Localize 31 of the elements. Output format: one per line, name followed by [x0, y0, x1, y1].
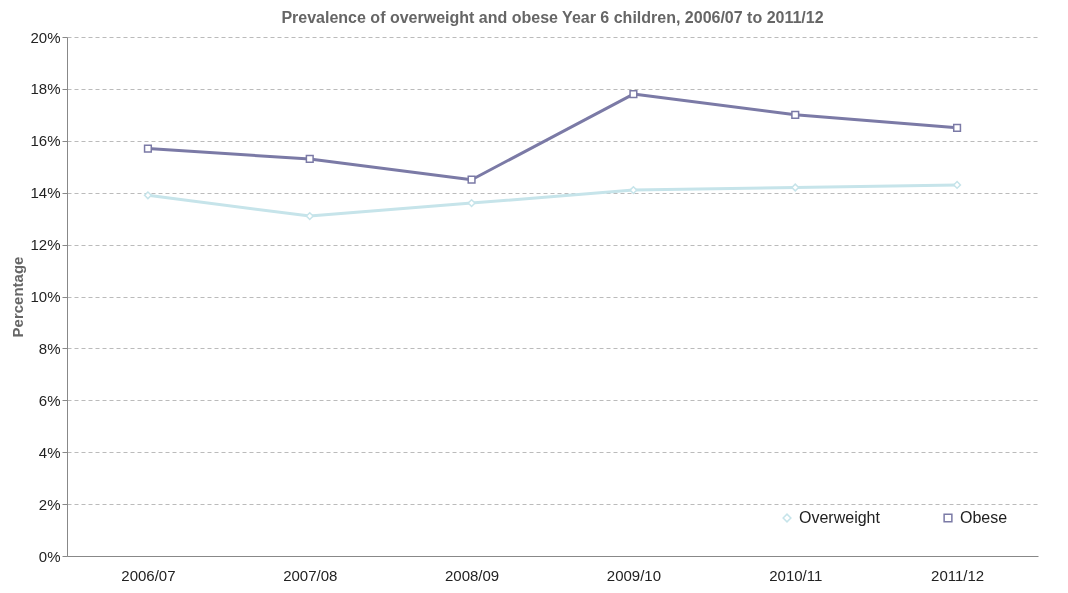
x-tick-label: 2009/10	[606, 566, 662, 584]
point	[305, 211, 314, 221]
x-tick-label: 2006/07	[121, 566, 176, 584]
x-tick-label: 2011/12	[931, 566, 985, 584]
y-tick-label: 20%	[30, 28, 61, 46]
point	[143, 144, 153, 153]
point	[952, 123, 962, 132]
point	[629, 89, 638, 99]
y-tick-label: 14%	[30, 184, 61, 202]
y-tick-label: 10%	[30, 288, 61, 305]
y-tick-label: 4%	[38, 443, 61, 461]
legend-label: Obese	[960, 509, 1008, 526]
y-tick-label: 6%	[38, 391, 61, 409]
y-tick-label: 16%	[30, 132, 61, 150]
point	[467, 175, 476, 184]
legend-label: Overweight	[799, 509, 881, 526]
point	[305, 154, 314, 164]
y-tick-label: 18%	[30, 80, 61, 98]
point	[467, 198, 476, 208]
point	[629, 186, 638, 195]
y-tick-label: 8%	[38, 339, 61, 357]
y-tick-label: 2%	[38, 495, 61, 513]
point	[143, 191, 153, 200]
y-tick-label: 0%	[38, 547, 61, 565]
chart-title: Prevalence of overweight and obese Year 6 children, 2006/07 to 2011/12	[281, 9, 824, 26]
x-tick-label: 2010/11	[769, 566, 823, 584]
y-axis-title: Percentage	[9, 256, 27, 338]
point	[791, 110, 800, 119]
x-tick-label: 2007/08	[283, 566, 338, 584]
x-tick-label: 2008/09	[444, 566, 500, 584]
y-tick-label: 12%	[30, 236, 61, 254]
